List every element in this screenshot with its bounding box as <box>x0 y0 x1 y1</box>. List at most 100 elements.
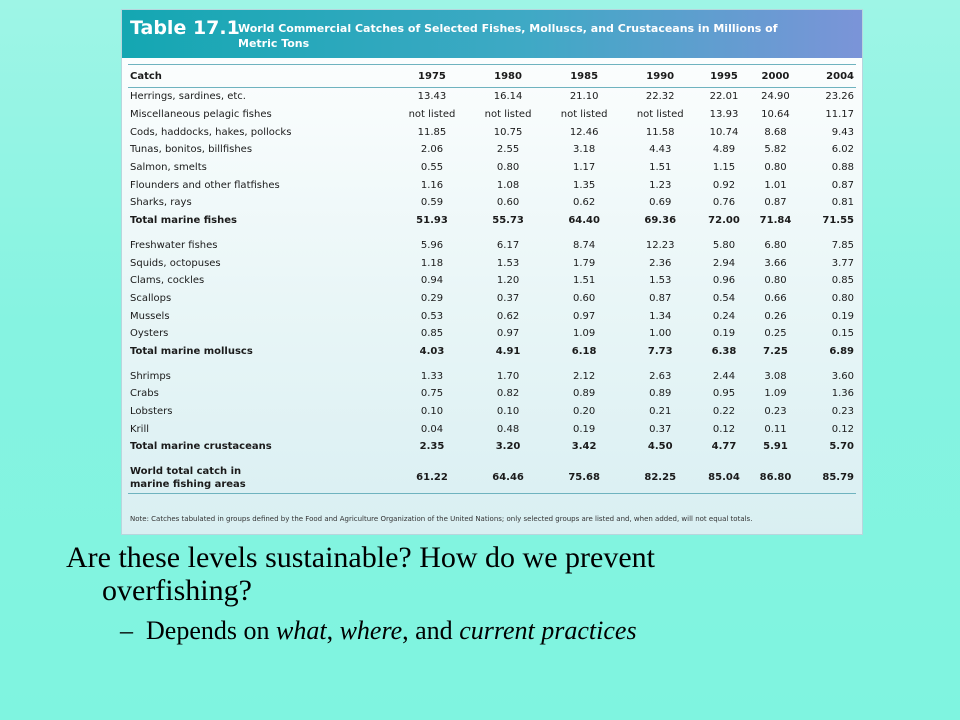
table-cell: 5.82 <box>764 144 787 156</box>
table-cell: 69.36 <box>644 215 677 227</box>
table-cell: 1.53 <box>649 275 672 287</box>
table-cell: 1.18 <box>420 257 444 269</box>
table-cell: 0.94 <box>420 275 444 287</box>
table-cell: 5.70 <box>829 441 854 453</box>
table-cell: 13.43 <box>417 91 447 103</box>
table-cell: 0.12 <box>712 423 736 435</box>
table-cell: 10.64 <box>761 109 790 121</box>
row-label-line: marine fishing areas <box>130 478 246 490</box>
table-cell: 1.16 <box>420 179 444 191</box>
table-cell: 0.23 <box>831 406 854 418</box>
table-cell: 0.82 <box>496 388 520 400</box>
row-label: Tunas, bonitos, billfishes <box>130 144 253 156</box>
column-header-year: 1975 <box>418 70 446 82</box>
row-label: Mussels <box>130 310 170 322</box>
sub-point-dash: – <box>120 616 133 645</box>
table-cell: 2.44 <box>712 370 736 382</box>
table-total-row: Total marine crustaceans 2.35 3.20 3.42 4.50… <box>128 438 856 456</box>
table-row: Crabs 0.75 0.82 0.89 0.89 0.95 1.09 1.36 <box>128 385 856 403</box>
sub-point: – Depends on what, where, and current pr… <box>120 616 637 646</box>
table-cell: 0.11 <box>764 423 787 435</box>
table-cell: 1.08 <box>496 179 520 191</box>
row-label: Cods, haddocks, hakes, pollocks <box>130 126 292 138</box>
table-spacer-row <box>128 230 856 237</box>
table-cell: 7.85 <box>831 239 854 251</box>
table-cell: 3.60 <box>831 370 854 382</box>
table-cell: 1.09 <box>573 328 596 340</box>
table-cell: 3.20 <box>495 441 521 453</box>
table-cell: 1.15 <box>712 162 736 174</box>
table-cell: 22.01 <box>709 91 739 103</box>
table-grand-total-row: World total catch in marine fishing areas… <box>128 463 856 494</box>
row-label: Total marine crustaceans <box>130 441 272 453</box>
table-cell: 0.55 <box>420 162 444 174</box>
table-cell: 1.17 <box>573 162 596 174</box>
table-cell: 4.77 <box>711 441 737 453</box>
table-cell: 51.93 <box>416 215 448 227</box>
table-cell: 13.93 <box>709 109 739 121</box>
table-number: Table 17.1 <box>130 17 240 39</box>
table-cell: 4.89 <box>712 144 736 156</box>
catch-table: Catch 1975 1980 1985 1990 1995 2000 2004 Herrin… <box>128 64 856 494</box>
table-cell: 0.87 <box>649 292 672 304</box>
spacer-cell <box>128 456 856 463</box>
table-cell: 23.26 <box>825 91 854 103</box>
row-label: Lobsters <box>130 406 173 418</box>
table-cell: 85.79 <box>822 472 854 484</box>
table-cell: 0.88 <box>831 162 854 174</box>
row-label: Shrimps <box>130 370 171 382</box>
table-cell: 1.00 <box>649 328 672 340</box>
table-figure: Table 17.1 World Commercial Catches of S… <box>121 9 863 535</box>
row-label: Oysters <box>130 328 169 340</box>
table-cell: 0.80 <box>831 292 854 304</box>
table-row: Oysters 0.85 0.97 1.09 1.00 0.19 0.25 0.15 <box>128 325 856 343</box>
table-cell: 11.17 <box>825 109 854 121</box>
table-cell: 0.15 <box>831 328 854 340</box>
row-label-line: World total catch in <box>130 465 242 477</box>
table-row: Sharks, rays 0.59 0.60 0.62 0.69 0.76 0.87 0.81 <box>128 194 856 212</box>
table-cell: 0.19 <box>712 328 736 340</box>
table-cell: 0.69 <box>649 197 672 209</box>
table-spacer-row <box>128 456 856 463</box>
table-cell: 0.29 <box>420 292 444 304</box>
table-row: Flounders and other flatfishes 1.16 1.08 1.… <box>128 176 856 194</box>
table-cell: 71.55 <box>822 215 854 227</box>
table-cell: 2.36 <box>649 257 672 269</box>
table-cell: 2.55 <box>496 144 520 156</box>
row-label: Total marine fishes <box>130 215 237 227</box>
table-cell: 21.10 <box>569 91 599 103</box>
sub-point-where: where <box>339 616 403 645</box>
table-cell: 3.08 <box>764 370 787 382</box>
table-cell: 55.73 <box>492 215 524 227</box>
table-cell: 0.97 <box>573 310 596 322</box>
table-cell: 10.75 <box>493 126 523 138</box>
table-cell: 4.03 <box>419 345 445 357</box>
table-cell: 71.84 <box>759 215 792 227</box>
row-label: Freshwater fishes <box>130 239 218 251</box>
table-cell: 0.92 <box>712 179 736 191</box>
table-cell: 0.24 <box>712 310 736 322</box>
table-cell: 64.46 <box>492 472 524 484</box>
table-cell: 11.58 <box>645 126 675 138</box>
column-header-year: 2004 <box>826 70 854 82</box>
table-cell: 2.35 <box>419 441 445 453</box>
table-cell: 1.36 <box>831 388 854 400</box>
question-line-1: Are these levels sustainable? How do we … <box>66 541 655 574</box>
table-cell: 0.97 <box>496 328 520 340</box>
table-cell: 4.43 <box>649 144 672 156</box>
table-cell: 6.18 <box>571 345 597 357</box>
table-row: Squids, octopuses 1.18 1.53 1.79 2.36 2.94 3.6… <box>128 254 856 272</box>
table-cell: 10.74 <box>709 126 739 138</box>
table-cell: 0.76 <box>712 197 736 209</box>
table-row: Salmon, smelts 0.55 0.80 1.17 1.51 1.15 0.80 0.… <box>128 159 856 177</box>
row-label: Crabs <box>130 388 159 400</box>
column-header-catch: Catch <box>130 70 162 82</box>
table-cell: 64.40 <box>568 215 600 227</box>
table-row: Miscellaneous pelagic fishes not listed no… <box>128 106 856 124</box>
table-cell: not listed <box>560 109 608 121</box>
table-cell: 0.20 <box>573 406 596 418</box>
table-cell: 1.23 <box>649 179 672 191</box>
row-label: Miscellaneous pelagic fishes <box>130 109 272 121</box>
table-cell: 2.12 <box>573 370 596 382</box>
table-cell: 0.60 <box>496 197 520 209</box>
